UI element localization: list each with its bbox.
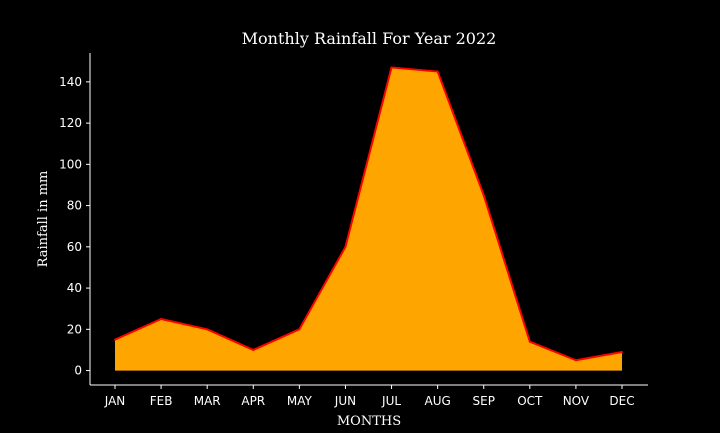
x-axis-ticks: JAN FEB MAR APR MAY JUN JUL AUG SEP OCT NOV DEC <box>104 385 635 408</box>
data-point-sep <box>482 194 485 197</box>
x-tick-label: MAY <box>287 394 313 408</box>
y-tick-label: 100 <box>59 157 82 171</box>
data-point-jul <box>390 66 393 69</box>
y-axis-ticks: 0 20 40 60 80 100 120 140 <box>59 75 90 378</box>
x-tick-label: MAR <box>194 394 221 408</box>
data-point-may <box>298 328 301 331</box>
data-point-apr <box>252 348 255 351</box>
data-point-jun <box>344 245 347 248</box>
y-tick-label: 120 <box>59 116 82 130</box>
rainfall-line <box>114 66 623 362</box>
x-tick-label: JUN <box>334 394 356 408</box>
data-point-nov <box>574 359 577 362</box>
y-axis-label: Rainfall in mm <box>36 171 51 268</box>
y-tick-label: 60 <box>67 240 82 254</box>
x-tick-label: JAN <box>104 394 126 408</box>
y-tick-label: 80 <box>67 199 82 213</box>
data-point-aug <box>436 70 439 73</box>
y-tick-label: 0 <box>74 364 82 378</box>
x-tick-label: AUG <box>424 394 450 408</box>
x-tick-label: APR <box>241 394 265 408</box>
x-tick-label: JUL <box>381 394 401 408</box>
x-tick-label: OCT <box>517 394 543 408</box>
chart-title: Monthly Rainfall For Year 2022 <box>242 29 497 48</box>
data-point-oct <box>528 340 531 343</box>
data-point-jan <box>114 338 116 341</box>
x-axis-label: MONTHS <box>337 414 401 429</box>
data-point-mar <box>206 328 209 331</box>
data-point-feb <box>160 318 163 321</box>
y-tick-label: 40 <box>67 281 82 295</box>
data-point-dec <box>621 351 623 354</box>
rainfall-area <box>115 67 622 371</box>
y-tick-label: 20 <box>67 322 82 336</box>
plot-area <box>114 66 623 371</box>
x-tick-label: FEB <box>150 394 173 408</box>
y-tick-label: 140 <box>59 75 82 89</box>
x-tick-label: DEC <box>609 394 634 408</box>
x-tick-label: NOV <box>563 394 590 408</box>
x-tick-label: SEP <box>473 394 495 408</box>
